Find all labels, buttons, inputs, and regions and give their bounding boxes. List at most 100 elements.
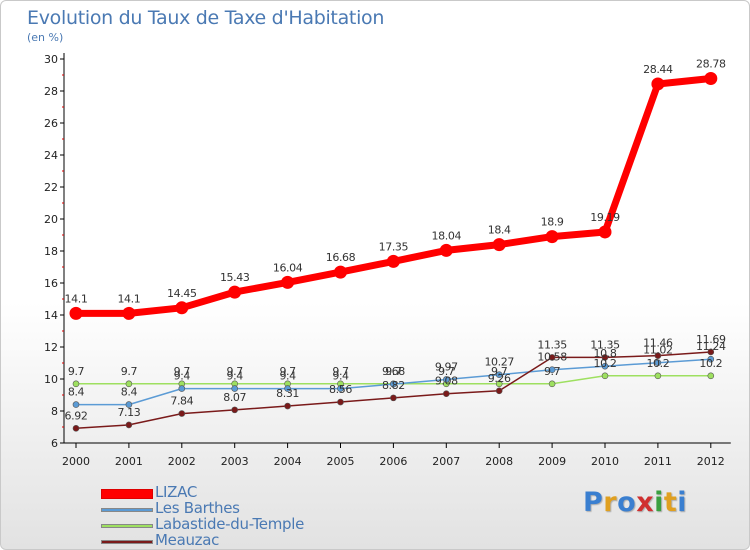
x-tick-label: 2009 (538, 455, 566, 468)
chart-axes: 6 8 10 12 14 16 18 20 22 24 26 28 30 2000 2001 2002 2003… (44, 53, 731, 468)
legend-swatch-labastide-du-temple (101, 524, 153, 528)
data-point-labastide-du-temple (654, 372, 662, 380)
legend-label: Labastide-du-Temple (155, 515, 305, 533)
data-label-meauzac: 11.69 (696, 333, 726, 346)
data-label-les-barthes: 9.4 (332, 370, 349, 383)
data-label-labastide-du-temple: 10.2 (699, 357, 722, 370)
data-label-labastide-du-temple: 9.7 (491, 365, 508, 378)
x-tick-label: 2012 (697, 455, 725, 468)
chart-unit-label: (en %) (27, 31, 64, 44)
data-point-meauzac (72, 424, 80, 432)
x-tick-label: 2011 (644, 455, 672, 468)
legend-label: LIZAC (155, 483, 198, 501)
data-point-meauzac (125, 421, 133, 429)
series-les-barthes (72, 355, 715, 408)
data-point-les-barthes (654, 359, 662, 366)
data-point-les-barthes (178, 385, 186, 392)
data-label-labastide-du-temple: 9.7 (227, 365, 244, 378)
data-label-meauzac: 7.13 (117, 406, 140, 419)
data-label-les-barthes: 10.58 (537, 351, 567, 364)
data-label-lizac: 15.43 (220, 271, 250, 284)
legend-swatch-lizac (101, 489, 153, 499)
series-lizac (69, 72, 718, 320)
data-label-les-barthes: 8.4 (121, 386, 138, 399)
data-point-meauzac (390, 394, 397, 402)
y-tick-label: 18 (44, 245, 58, 258)
data-label-labastide-du-temple: 9.7 (385, 365, 402, 378)
data-point-labastide-du-temple (125, 380, 133, 388)
data-point-meauzac (548, 354, 556, 361)
y-tick-label: 8 (51, 405, 58, 418)
y-tick-label: 6 (51, 437, 58, 450)
data-point-lizac (492, 238, 506, 252)
data-point-labastide-du-temple (495, 380, 503, 388)
x-tick-label: 2010 (591, 455, 619, 468)
data-label-les-barthes: 11.24 (696, 340, 726, 353)
data-point-meauzac (495, 387, 503, 395)
data-point-lizac (281, 275, 295, 289)
legend-item-les-barthes: Les Barthes (101, 499, 421, 517)
data-point-lizac (175, 301, 189, 315)
data-label-les-barthes: 8.4 (68, 386, 85, 399)
data-label-les-barthes: 10.8 (594, 347, 617, 360)
data-point-meauzac (231, 406, 238, 414)
data-point-les-barthes (707, 355, 715, 363)
x-tick-label: 2001 (115, 455, 143, 468)
y-tick-label: 22 (44, 181, 58, 194)
data-point-lizac (334, 265, 347, 279)
y-tick-label: 30 (44, 53, 58, 66)
x-tick-label: 2003 (221, 455, 249, 468)
data-label-les-barthes: 9.68 (382, 365, 405, 378)
data-label-les-barthes: 11.02 (643, 344, 673, 357)
data-point-les-barthes (231, 385, 238, 392)
data-label-lizac: 18.4 (488, 224, 511, 237)
y-tick-label: 20 (44, 213, 58, 226)
legend-item-meauzac: Meauzac (101, 531, 421, 549)
data-point-lizac (598, 225, 612, 239)
data-label-labastide-du-temple: 9.7 (544, 365, 561, 378)
data-point-lizac (122, 306, 136, 320)
data-label-meauzac: 9.08 (435, 375, 458, 388)
data-point-les-barthes (442, 376, 450, 383)
data-label-meauzac: 8.31 (276, 387, 299, 400)
data-label-meauzac: 11.46 (643, 337, 673, 350)
data-point-lizac (386, 254, 400, 268)
y-tick-label: 24 (44, 149, 58, 162)
x-tick-label: 2000 (62, 455, 90, 468)
y-tick-label: 28 (44, 85, 58, 98)
data-label-labastide-du-temple: 9.7 (174, 365, 191, 378)
data-point-lizac (545, 230, 559, 244)
y-tick-label: 14 (44, 309, 58, 322)
data-label-lizac: 17.35 (379, 240, 409, 253)
data-point-labastide-du-temple (72, 380, 80, 388)
x-tick-label: 2007 (432, 455, 460, 468)
x-tick-label: 2008 (485, 455, 513, 468)
data-label-meauzac: 8.07 (223, 391, 246, 404)
data-label-meauzac: 11.35 (590, 338, 620, 351)
data-label-lizac: 28.78 (696, 58, 726, 71)
data-point-labastide-du-temple (601, 372, 609, 380)
chart-plot-area: 9.7 9.7 9.7 9.7 9.7 9.7 9.7 9.7 9.7 9.710.2 10.2 10… (65, 58, 726, 432)
data-point-meauzac (284, 402, 291, 410)
data-point-meauzac (442, 390, 450, 398)
y-tick-label: 16 (44, 277, 58, 290)
data-point-lizac (228, 285, 242, 299)
data-label-meauzac: 9.26 (488, 372, 511, 385)
data-label-les-barthes: 9.4 (227, 370, 244, 383)
x-tick-label: 2005 (327, 455, 355, 468)
chart-title: Evolution du Taux de Taxe d'Habitation (27, 7, 385, 29)
x-tick-label: 2006 (379, 455, 407, 468)
data-label-lizac: 18.9 (541, 216, 564, 229)
data-label-les-barthes: 9.4 (174, 370, 191, 383)
y-tick-label: 10 (44, 373, 58, 386)
legend-item-lizac: LIZAC (101, 483, 421, 501)
data-label-meauzac: 11.35 (537, 338, 567, 351)
data-label-meauzac: 6.92 (65, 409, 88, 422)
x-tick-label: 2002 (168, 455, 196, 468)
proxiti-logo: Proxiti (583, 487, 687, 518)
data-point-meauzac (337, 398, 344, 406)
data-label-labastide-du-temple: 9.7 (332, 365, 349, 378)
data-label-les-barthes: 10.27 (484, 356, 514, 369)
